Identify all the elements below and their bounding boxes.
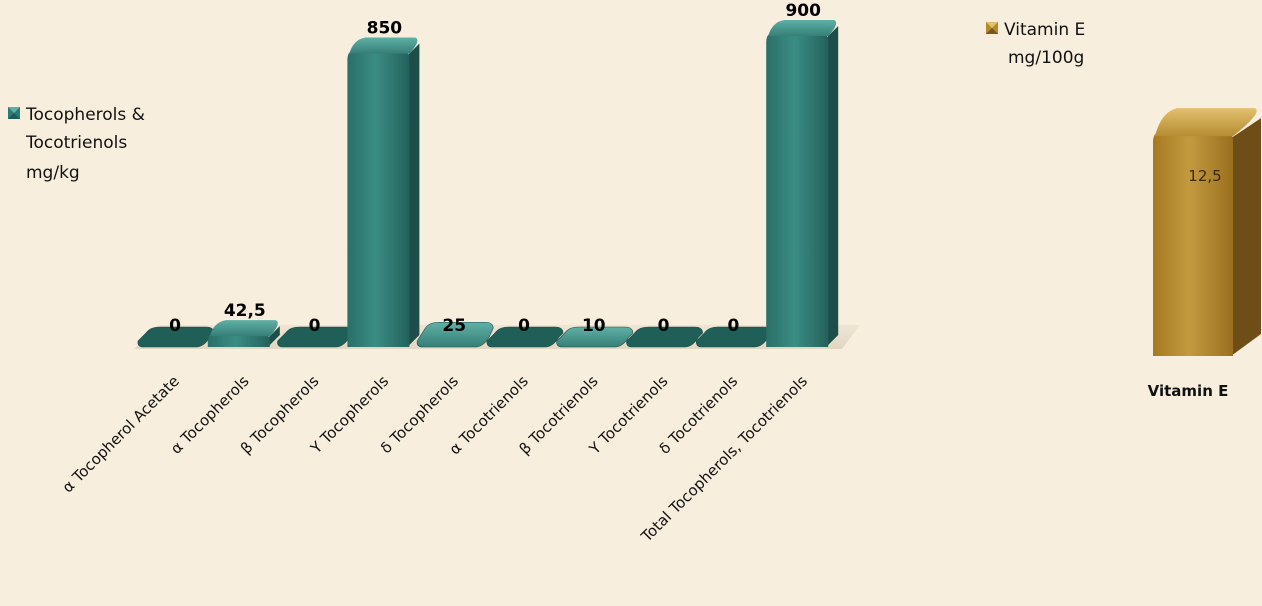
value-label-tocotrienols: 10 [582,316,606,336]
vitamin-e-chart: 12,5 Vitamin E [1148,108,1261,400]
bar-tocopherols [347,37,420,347]
legend-vitamin-e-line-2: mg/100g [1008,48,1084,68]
value-label-tocotrienols: 0 [658,316,670,336]
legend-main-line-3: mg/kg [26,163,80,183]
bar-tocotrienols [486,326,564,348]
main-chart: 0 42,5 0 850 25 0 10 0 0 900 α Tocopherol Acetate… [59,1,860,546]
value-label-vitamin-e: 12,5 [1188,167,1221,185]
value-label-tocopherols: 0 [309,316,321,336]
value-label-tocopherol-acetate: 0 [169,316,181,336]
value-label-tocotrienols: 0 [518,316,530,336]
bar-tocopherols [416,321,494,348]
category-label-tocopherol-acetate: α Tocopherol Acetate [59,372,183,496]
value-label-tocopherols: 42,5 [224,301,266,321]
legend-vitamin-e: Vitamin E mg/100g [986,20,1085,68]
bar-total-tocopherols-tocotrienols [766,20,839,347]
category-label-vitamin-e: Vitamin E [1148,382,1229,400]
bar-tocotrienols [556,326,634,348]
legend-vitamin-e-line-1: Vitamin E [1004,20,1085,40]
value-label-tocopherols: 25 [442,316,466,336]
legend-swatch-gold-icon [986,22,998,34]
bar-vitamin-e: 12,5 [1153,108,1261,357]
value-label-total-tocopherols-tocotrienols: 900 [785,1,821,21]
legend-swatch-icon [8,107,20,119]
value-label-tocotrienols: 0 [727,316,739,336]
legend-main: Tocopherols & Tocotrienols mg/kg [8,105,145,183]
legend-main-line-1: Tocopherols & [25,105,145,125]
value-label-tocopherols: 850 [367,19,403,39]
bar-tocotrienols [695,326,773,348]
bar-tocopherols [207,320,280,347]
bar-tocopherol-acetate [137,326,215,348]
bar-tocotrienols [626,326,703,348]
bar-tocopherols [277,326,354,348]
legend-main-line-2: Tocotrienols [25,133,127,153]
